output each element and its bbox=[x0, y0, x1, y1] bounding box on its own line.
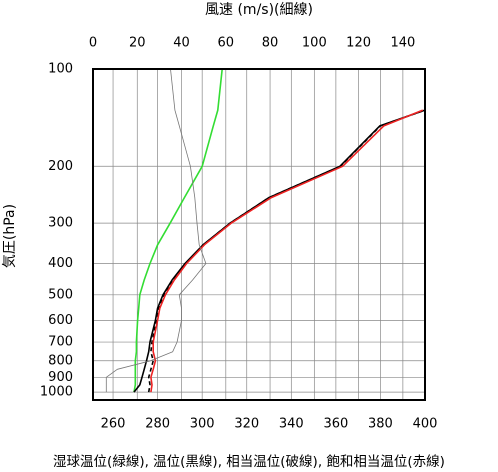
x-axis-label: 湿球温位(緑線), 温位(黒線), 相当温位(破線), 飽和相当温位(赤線) bbox=[53, 454, 445, 470]
y-tick-label: 300 bbox=[48, 216, 73, 231]
x-tick-label: 380 bbox=[368, 417, 393, 432]
y-tick-label: 700 bbox=[48, 335, 73, 350]
x2-tick-label: 120 bbox=[346, 36, 371, 51]
x2-tick-label: 100 bbox=[302, 36, 327, 51]
x2-tick-label: 0 bbox=[89, 36, 97, 51]
x-tick-label: 300 bbox=[190, 417, 215, 432]
y-tick-label: 400 bbox=[48, 256, 73, 271]
x-tick-label: 340 bbox=[279, 417, 304, 432]
y-tick-label: 200 bbox=[48, 159, 73, 174]
x-tick-label: 280 bbox=[145, 417, 170, 432]
series-line bbox=[150, 109, 424, 393]
y-tick-label: 900 bbox=[48, 370, 73, 385]
y-tick-label: 500 bbox=[48, 287, 73, 302]
x2-tick-label: 80 bbox=[262, 36, 279, 51]
x-tick-label: 320 bbox=[234, 417, 259, 432]
x-tick-label: 400 bbox=[413, 417, 438, 432]
series-line bbox=[133, 68, 223, 393]
x-tick-label: 260 bbox=[101, 417, 126, 432]
x-tick-label: 360 bbox=[323, 417, 348, 432]
x2-tick-label: 60 bbox=[218, 36, 235, 51]
x2-tick-label: 20 bbox=[129, 36, 146, 51]
y-axis-label: 気圧(hPa) bbox=[2, 204, 18, 268]
x2-tick-label: 40 bbox=[173, 36, 190, 51]
chart-title: 風速 (m/s)(細線) bbox=[205, 2, 313, 18]
series-line bbox=[147, 109, 426, 393]
series-line bbox=[133, 109, 426, 393]
y-tick-label: 1000 bbox=[40, 385, 73, 400]
series-line bbox=[105, 68, 207, 393]
plot-frame bbox=[92, 68, 426, 401]
y-tick-label: 100 bbox=[48, 62, 73, 77]
x2-tick-label: 140 bbox=[390, 36, 415, 51]
y-tick-label: 800 bbox=[48, 353, 73, 368]
y-tick-label: 600 bbox=[48, 313, 73, 328]
